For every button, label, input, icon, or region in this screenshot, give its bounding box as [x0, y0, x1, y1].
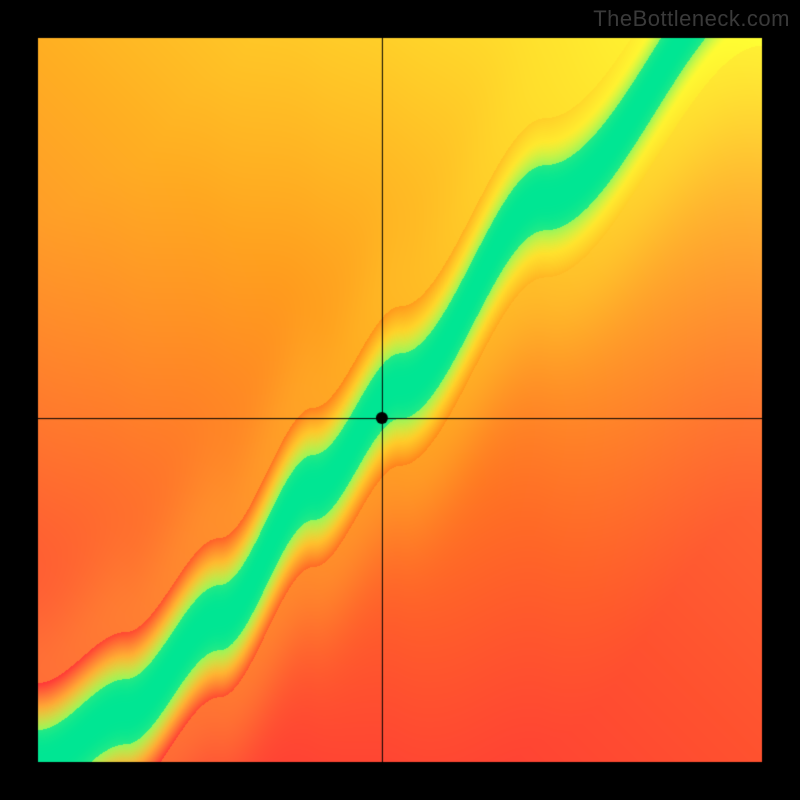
- chart-container: TheBottleneck.com: [0, 0, 800, 800]
- watermark-text: TheBottleneck.com: [593, 6, 790, 32]
- heatmap-canvas: [0, 0, 800, 800]
